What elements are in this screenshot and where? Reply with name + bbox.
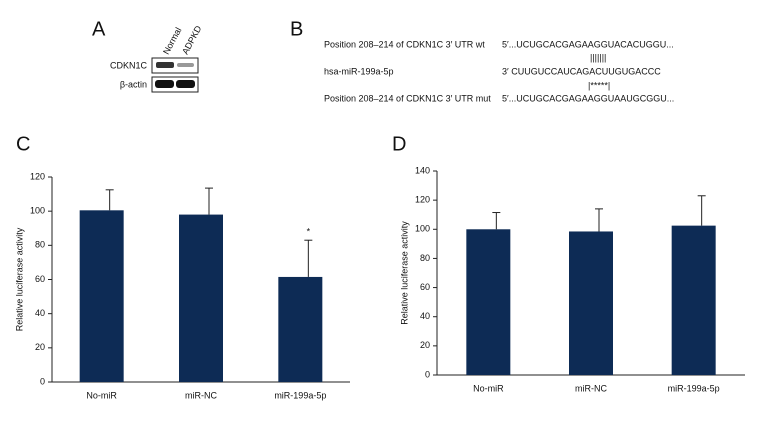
y-tick-label: 40 [420, 311, 430, 321]
sequence-name: Position 208–214 of CDKN1C 3′ UTR wt [324, 39, 485, 49]
y-tick-label: 0 [40, 376, 45, 386]
y-tick-label: 120 [415, 195, 430, 205]
y-tick-label: 0 [425, 369, 430, 379]
y-tick-label: 80 [420, 253, 430, 263]
y-axis-label: Relative luciferase activity [14, 227, 24, 331]
blot-row: CDKN1C [110, 60, 148, 70]
blot-frame [151, 57, 199, 74]
blot-row: β-actin [120, 79, 147, 89]
y-tick-label: 100 [30, 206, 45, 216]
blot-column: ADPKD [180, 24, 204, 57]
bar [79, 210, 124, 382]
y-tick-label: 60 [420, 282, 430, 292]
annotation: * [307, 227, 311, 237]
sequence-name: hsa-miR-199a-5p [324, 66, 394, 76]
x-tick-label: No-miR [86, 390, 117, 400]
blot-band [156, 62, 174, 68]
x-tick-label: No-miR [473, 383, 504, 393]
y-tick-label: 80 [35, 240, 45, 250]
pairing: |*****| [588, 80, 610, 90]
bar [466, 229, 511, 375]
y-tick-label: 120 [30, 171, 45, 181]
sequence: 5′...UCUGCACGAGAAGGUACACUGGU... [502, 39, 674, 49]
sequence: 5′...UCUGCACGAGAAGGUAAUGCGGU... [502, 93, 674, 103]
panel-label: C [16, 133, 30, 155]
bar [179, 214, 223, 382]
bar [569, 231, 613, 375]
sequence-name: Position 208–214 of CDKN1C 3′ UTR mut [324, 93, 491, 103]
bar [278, 276, 323, 382]
x-tick-label: miR-199a-5p [274, 390, 326, 400]
y-tick-label: 20 [35, 342, 45, 352]
x-tick-label: miR-NC [185, 390, 217, 400]
bar [671, 225, 716, 375]
y-axis-label: Relative luciferase activity [399, 221, 409, 325]
y-tick-label: 60 [35, 274, 45, 284]
blot-band [177, 63, 194, 67]
blot-band [176, 80, 195, 88]
y-tick-label: 140 [415, 165, 430, 175]
panel-label: A [92, 18, 106, 40]
panel-label: D [392, 133, 406, 155]
y-tick-label: 100 [415, 224, 430, 234]
pairing: ||||||| [590, 52, 606, 62]
panel-label: B [290, 18, 303, 40]
y-tick-label: 20 [420, 340, 430, 350]
sequence: 3′ CUUGUCCAUCAGACUUGUGACCC [502, 66, 661, 76]
y-tick-label: 40 [35, 308, 45, 318]
x-tick-label: miR-NC [575, 383, 607, 393]
x-tick-label: miR-199a-5p [668, 383, 720, 393]
blot-band [155, 80, 174, 88]
